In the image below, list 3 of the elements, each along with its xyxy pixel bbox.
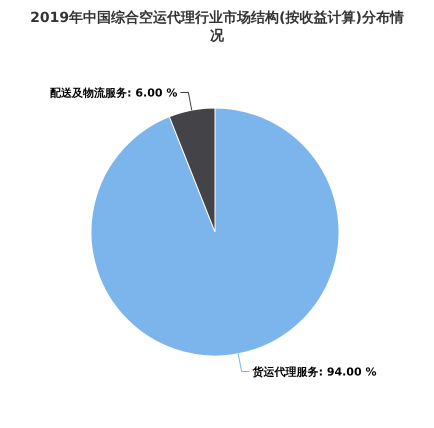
- chart-title: 2019年中国综合空运代理行业市场结构(按收益计算)分布情况: [30, 9, 404, 44]
- slice-label: 配送及物流服务: 6.00 %: [50, 86, 178, 100]
- slice-label: 货运代理服务: 94.00 %: [252, 365, 376, 378]
